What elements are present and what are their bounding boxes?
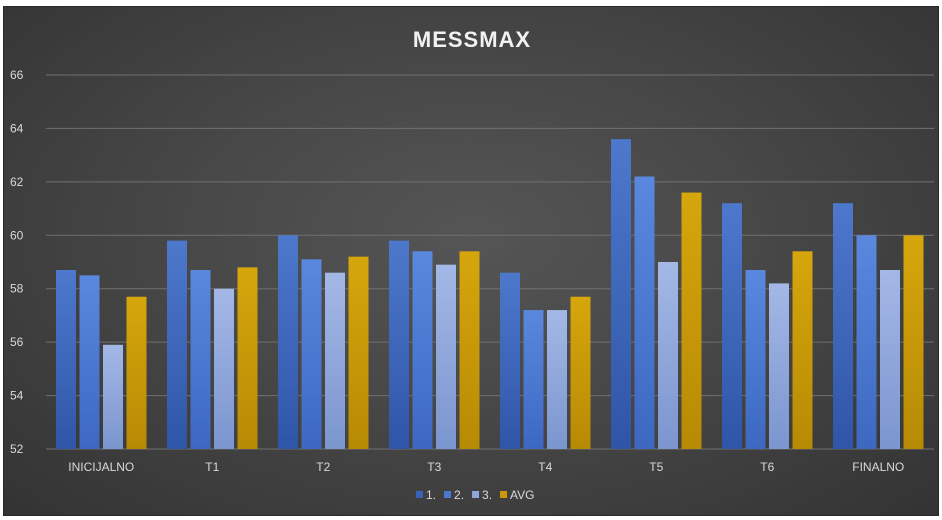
bar-t5-series-1 (611, 139, 631, 449)
bar-finalno-series-3 (880, 270, 900, 449)
bar-t1-series-2 (190, 270, 211, 449)
bar-t4-series-3 (547, 310, 567, 449)
legend-swatch (444, 491, 452, 498)
bar-inicijalno-series-3 (103, 344, 123, 449)
bar-inicijalno-series-4 (126, 296, 147, 449)
legend-label: 1. (426, 488, 436, 502)
bar-finalno-series-1 (833, 203, 853, 449)
y-tick-label: 56 (10, 335, 24, 349)
x-category-label: T4 (538, 460, 552, 474)
bar-t6-series-1 (722, 203, 742, 449)
x-category-label: T5 (649, 460, 663, 474)
bar-t2-series-4 (348, 256, 369, 449)
bar-inicijalno-series-2 (79, 275, 100, 449)
x-category-label: T2 (316, 460, 330, 474)
legend: 1. 2. 3. AVG (416, 488, 535, 502)
y-axis-ticks: 52 54 56 58 60 62 64 66 (10, 68, 24, 456)
x-category-label: INICIJALNO (68, 460, 134, 474)
bar-inicijalno-series-1 (56, 270, 76, 449)
bar-t4-series-4 (570, 296, 591, 449)
bar-finalno-series-4 (903, 235, 924, 449)
bar-t6-series-4 (792, 251, 813, 449)
bar-t1-series-1 (167, 240, 187, 449)
bar-t1-series-3 (214, 288, 234, 449)
bar-t4-series-1 (500, 272, 520, 449)
legend-label: AVG (510, 488, 534, 502)
y-tick-label: 64 (10, 121, 24, 135)
bar-t5-series-3 (658, 262, 678, 449)
legend-swatch (500, 491, 508, 498)
x-category-label: FINALNO (852, 460, 904, 474)
y-tick-label: 62 (10, 175, 24, 189)
legend-swatch (472, 491, 480, 498)
bar-t6-series-3 (769, 283, 789, 449)
legend-label: 2. (454, 488, 464, 502)
bar-t3-series-1 (389, 240, 409, 449)
bar-t3-series-4 (459, 251, 480, 449)
x-category-label: T6 (760, 460, 774, 474)
bar-t6-series-2 (745, 270, 766, 449)
bar-t3-series-2 (412, 251, 433, 449)
y-tick-label: 54 (10, 389, 24, 403)
chart-title: MESSMAX (412, 27, 532, 52)
legend-label: 3. (482, 488, 492, 502)
bar-chart: 52 54 56 58 60 62 64 66 INICIJALNO T1 T2 T3 T4 T5 T6 F… (10, 68, 934, 502)
bar-t4-series-2 (523, 310, 544, 449)
y-tick-label: 60 (10, 228, 24, 242)
bar-t2-series-3 (325, 272, 345, 449)
y-tick-label: 58 (10, 282, 24, 296)
bars (56, 139, 924, 450)
bar-t2-series-2 (301, 259, 322, 449)
bar-t3-series-3 (436, 264, 456, 449)
bar-finalno-series-2 (856, 235, 877, 449)
y-tick-label: 52 (10, 442, 24, 456)
x-category-label: T3 (427, 460, 441, 474)
chart-area: MESSMAX 52 54 56 58 60 62 64 66 INICIJALNO T1 T2 T… (3, 6, 939, 516)
y-tick-label: 66 (10, 68, 24, 82)
bar-t5-series-4 (681, 192, 702, 450)
x-axis-labels: INICIJALNO T1 T2 T3 T4 T5 T6 FINALNO (68, 460, 904, 474)
legend-swatch (416, 491, 423, 498)
bar-t2-series-1 (278, 235, 298, 449)
bar-t5-series-2 (634, 176, 655, 449)
x-category-label: T1 (205, 460, 219, 474)
bar-t1-series-4 (237, 267, 258, 449)
